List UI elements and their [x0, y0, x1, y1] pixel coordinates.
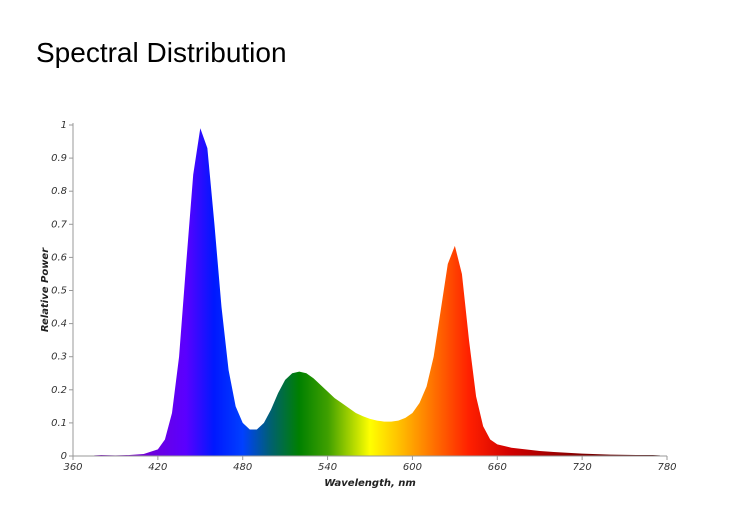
- y-tick-label: 0.4: [51, 319, 67, 330]
- x-tick-label: 720: [573, 462, 592, 473]
- x-tick-label: 600: [403, 462, 422, 473]
- x-tick-label: 360: [63, 462, 82, 473]
- x-tick-label: 660: [488, 462, 507, 473]
- y-tick-label: 0.8: [51, 186, 67, 197]
- y-tick-label: 0.5: [51, 286, 67, 297]
- x-axis-title: Wavelength, nm: [324, 478, 416, 489]
- y-tick-label: 0: [61, 451, 67, 462]
- spectrum-area: [94, 128, 660, 456]
- y-tick-label: 0.6: [51, 252, 67, 263]
- x-tick-label: 480: [233, 462, 252, 473]
- x-tick-label: 780: [657, 462, 676, 473]
- y-tick-label: 0.3: [51, 352, 67, 363]
- y-tick-label: 0.2: [51, 385, 67, 396]
- chart-title: Spectral Distribution: [36, 37, 287, 68]
- y-tick-label: 0.1: [51, 418, 67, 429]
- y-tick-label: 0.7: [51, 219, 68, 230]
- x-tick-label: 540: [318, 462, 337, 473]
- y-axis-title: Relative Power: [40, 247, 51, 332]
- x-tick-label: 420: [148, 462, 167, 473]
- y-tick-label: 1: [61, 120, 67, 131]
- y-tick-label: 0.9: [51, 153, 67, 164]
